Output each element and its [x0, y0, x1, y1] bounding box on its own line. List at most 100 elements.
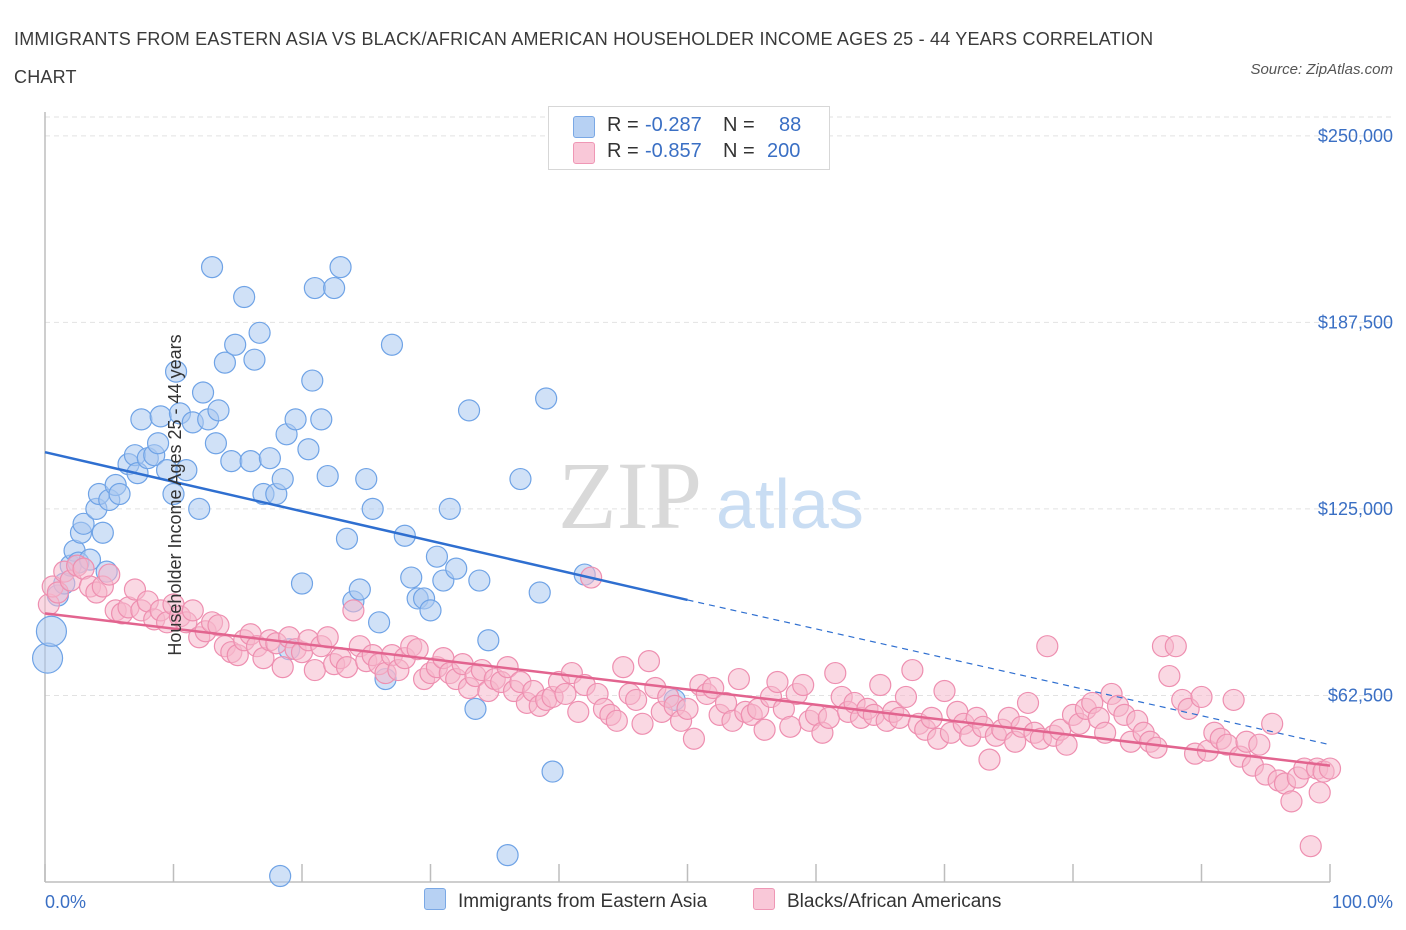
bottom-legend-black: Blacks/African Americans — [753, 888, 1001, 916]
data-point — [933, 679, 956, 703]
y-tick-label: $62,500 — [1328, 685, 1393, 705]
legend-r-label: R = — [607, 140, 639, 162]
data-point — [1190, 685, 1213, 709]
data-point — [1145, 736, 1168, 759]
data-point — [496, 844, 519, 867]
data-point — [297, 438, 320, 461]
data-point — [342, 599, 365, 622]
data-point — [631, 712, 654, 735]
legend-swatch-eastern-asia — [573, 116, 595, 138]
bottom-legend-swatch-black — [753, 888, 775, 910]
bottom-legend-eastern-asia: Immigrants from Eastern Asia — [424, 888, 707, 916]
watermark-atlas: atlas — [716, 465, 864, 543]
chart-title: IMMIGRANTS FROM EASTERN ASIA VS BLACK/AF… — [14, 29, 1154, 87]
data-point — [303, 658, 326, 682]
data-point — [554, 682, 577, 706]
data-point — [303, 276, 326, 300]
data-point — [445, 557, 468, 580]
data-point — [269, 864, 292, 888]
x-tick-label: 0.0% — [45, 892, 86, 912]
data-point — [175, 459, 198, 482]
data-point — [978, 748, 1001, 771]
data-point — [541, 760, 564, 783]
data-point — [335, 527, 359, 550]
data-point — [528, 581, 551, 604]
data-point — [220, 450, 243, 473]
data-point — [204, 432, 228, 455]
data-point — [682, 727, 706, 750]
data-point — [824, 661, 847, 685]
data-point — [464, 697, 487, 720]
data-point — [243, 348, 266, 371]
bottom-legend-label: Blacks/African Americans — [787, 891, 1002, 912]
data-point — [888, 706, 911, 729]
data-point — [301, 369, 324, 392]
data-point — [1036, 635, 1059, 658]
data-point — [271, 467, 294, 491]
data-point — [31, 642, 64, 674]
data-point — [792, 673, 815, 697]
bottom-legend-swatch-eastern-asia — [424, 888, 446, 910]
data-point — [348, 578, 371, 601]
trend-line-eastern-asia — [44, 450, 688, 602]
data-point — [191, 381, 215, 404]
data-point — [400, 566, 423, 589]
data-point — [1318, 757, 1342, 780]
data-point — [869, 673, 892, 697]
y-tick-label: $125,000 — [1318, 499, 1393, 519]
data-point — [181, 599, 204, 622]
data-point — [91, 521, 114, 544]
data-point — [727, 667, 751, 691]
data-point — [361, 497, 384, 521]
y-tick-label: $250,000 — [1318, 126, 1393, 146]
correlation-legend: R = -0.287 N = 88 R = -0.857 N = 200 — [548, 106, 830, 170]
data-point — [1299, 835, 1322, 858]
data-point — [779, 715, 802, 738]
data-point — [213, 351, 236, 374]
data-point — [1164, 635, 1187, 658]
data-point — [130, 408, 153, 431]
data-point — [188, 497, 211, 521]
legend-r-value: -0.287 — [645, 114, 702, 136]
legend-n-label: N = — [723, 140, 755, 162]
data-point — [290, 572, 314, 595]
data-point — [1280, 790, 1303, 813]
legend-r-label: R = — [607, 114, 639, 136]
data-point — [271, 655, 294, 679]
data-point — [335, 655, 359, 679]
data-point — [380, 333, 404, 356]
y-tick-labels: $62,500 $125,000 $187,500 $250,000 — [1318, 126, 1393, 706]
data-point — [468, 569, 491, 592]
y-axis-label: Householder Income Ages 25 - 44 years — [165, 334, 186, 656]
grid-lines — [45, 116, 1395, 696]
data-point — [509, 467, 532, 491]
data-point — [164, 360, 188, 383]
data-point — [323, 276, 346, 300]
data-point — [1158, 664, 1181, 688]
data-point — [766, 670, 789, 694]
data-point — [1016, 691, 1040, 715]
data-point — [233, 285, 256, 309]
watermark: ZIP atlas — [558, 442, 864, 549]
data-point — [162, 482, 185, 506]
data-point — [239, 450, 262, 473]
data-point — [567, 700, 590, 723]
y-tick-label: $187,500 — [1318, 312, 1393, 332]
bottom-legend-label: Immigrants from Eastern Asia — [458, 891, 708, 912]
data-point — [438, 497, 461, 521]
data-point — [406, 638, 429, 661]
data-point — [605, 709, 628, 732]
data-point — [1248, 733, 1271, 756]
data-point — [316, 464, 339, 488]
trend-line-black — [44, 612, 1331, 767]
data-point — [1261, 712, 1284, 735]
data-point — [457, 399, 481, 422]
data-point — [310, 408, 333, 431]
trend-lines — [44, 450, 1331, 767]
data-point — [1222, 688, 1245, 712]
data-point — [316, 626, 339, 649]
data-point — [224, 333, 247, 356]
legend-r-value: -0.857 — [645, 140, 702, 162]
data-point — [637, 650, 661, 673]
